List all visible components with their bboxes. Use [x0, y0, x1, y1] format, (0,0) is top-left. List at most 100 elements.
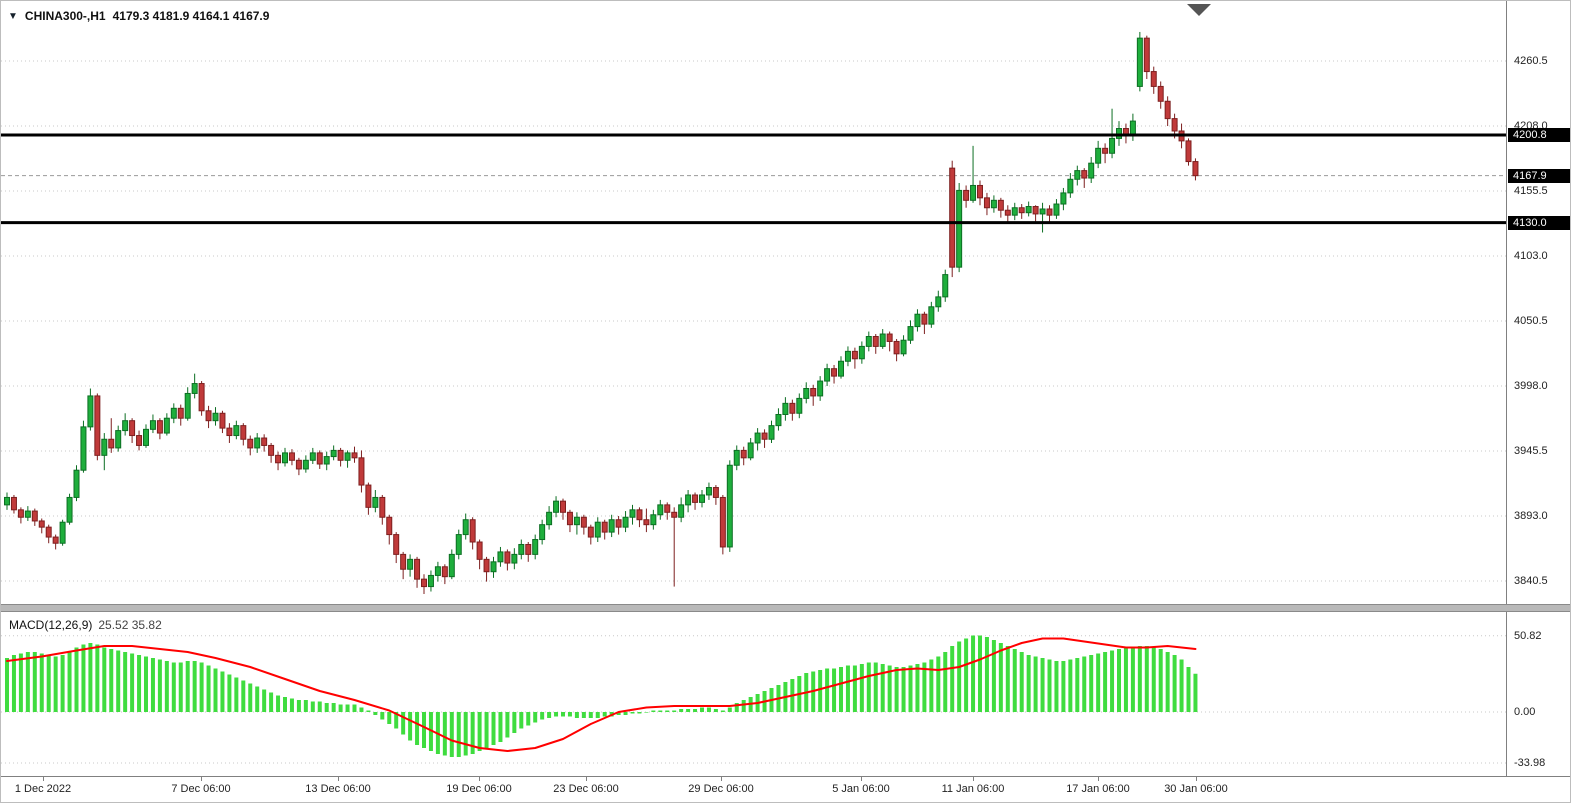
macd-histogram-bar — [957, 641, 962, 712]
candle — [615, 516, 622, 535]
macd-histogram-bar — [359, 707, 364, 712]
candle — [163, 413, 170, 436]
candle — [1150, 66, 1157, 94]
candle — [643, 508, 650, 533]
candle — [497, 546, 504, 567]
candle — [309, 447, 316, 465]
macd-histogram-bar — [1130, 647, 1135, 712]
candle — [316, 450, 323, 469]
macd-histogram-bar — [734, 703, 739, 712]
candle — [511, 548, 518, 570]
candle — [17, 507, 24, 524]
time-axis[interactable]: 1 Dec 2022 7 Dec 06:00 13 Dec 06:00 19 Dec … — [1, 776, 1570, 802]
macd-histogram-bar — [157, 659, 162, 712]
macd-histogram-bar — [554, 712, 559, 717]
candle — [942, 269, 949, 302]
macd-histogram-bar — [1137, 646, 1142, 712]
candle — [52, 534, 59, 550]
chart-shift-marker-icon[interactable] — [1187, 4, 1211, 16]
macd-histogram-bar — [519, 712, 524, 729]
candle — [226, 423, 233, 443]
candle — [1046, 205, 1053, 223]
candle — [386, 514, 393, 545]
macd-histogram-bar — [484, 712, 489, 748]
date-label: 30 Jan 06:00 — [1164, 783, 1228, 795]
candle — [1032, 205, 1039, 222]
candle — [678, 497, 685, 523]
candle — [490, 556, 497, 578]
macd-histogram-bar — [894, 667, 899, 712]
macd-histogram-bar — [331, 703, 336, 712]
macd-histogram-bar — [929, 659, 934, 712]
candle — [1088, 156, 1095, 183]
candle — [775, 408, 782, 431]
macd-histogram-bar — [547, 712, 552, 718]
candle — [198, 381, 205, 416]
macd-histogram-bar — [428, 712, 433, 751]
candle — [4, 492, 10, 510]
price-plot[interactable] — [1, 1, 1506, 604]
macd-histogram-bar — [852, 665, 857, 712]
candle — [761, 429, 768, 448]
price-axis[interactable]: 4260.5 4208.0 4155.5 4103.0 4050.5 3998.0 3945… — [1506, 1, 1570, 776]
macd-histogram-bar — [1165, 652, 1170, 712]
date-label: 19 Dec 06:00 — [446, 783, 512, 795]
candlestick-chart-area[interactable]: ▼ CHINA300-,H1 4179.3 4181.9 4164.1 4167… — [1, 1, 1506, 604]
symbol-dropdown-icon[interactable]: ▼ — [8, 10, 18, 22]
candle — [810, 384, 817, 406]
macd-histogram-bar — [1012, 649, 1017, 712]
macd-histogram-bar — [700, 707, 704, 712]
macd-plot[interactable] — [1, 612, 1506, 776]
candle — [851, 347, 858, 369]
macd-histogram-bar — [1103, 652, 1108, 712]
macd-histogram-bar — [449, 712, 454, 757]
price-axis-label: 3998.0 — [1514, 380, 1548, 393]
macd-histogram-bar — [602, 712, 607, 717]
panel-splitter[interactable] — [1, 604, 1570, 612]
candle — [1025, 201, 1032, 217]
candle — [156, 418, 163, 440]
macd-histogram-bar — [616, 712, 621, 715]
macd-histogram-bar — [289, 698, 294, 712]
candle — [657, 499, 664, 520]
macd-histogram-bar — [1151, 647, 1156, 712]
candle — [726, 460, 733, 552]
candle — [66, 493, 73, 525]
candle — [275, 451, 282, 471]
macd-histogram-bar — [102, 647, 107, 712]
macd-histogram-bar — [1082, 656, 1087, 712]
macd-histogram-bar — [171, 662, 176, 712]
candle — [101, 433, 108, 471]
macd-histogram-bar — [845, 665, 850, 712]
macd-histogram-bar — [303, 700, 308, 712]
candle — [38, 518, 45, 534]
candle — [407, 554, 414, 577]
price-axis-label: 4155.5 — [1514, 185, 1548, 198]
candle — [956, 182, 963, 273]
quote-header: ▼ CHINA300-,H1 4179.3 4181.9 4164.1 4167… — [8, 9, 269, 23]
macd-histogram-bar — [658, 710, 663, 712]
macd-histogram-bar — [720, 710, 725, 712]
macd-histogram-bar — [123, 652, 128, 712]
candle — [733, 445, 740, 471]
macd-histogram-bar — [533, 712, 538, 723]
candle — [824, 363, 831, 387]
candle — [400, 551, 407, 580]
macd-histogram-bar — [116, 650, 121, 712]
candle — [622, 511, 629, 533]
macd-histogram-bar — [839, 667, 843, 712]
candle — [587, 524, 594, 545]
time-tick — [721, 777, 722, 781]
macd-histogram-bar — [832, 668, 837, 712]
macd-histogram-bar — [255, 686, 260, 712]
candle — [1011, 202, 1018, 221]
macd-histogram-bar — [978, 635, 982, 712]
macd-panel[interactable]: MACD(12,26,9) 25.52 35.82 — [1, 612, 1506, 776]
macd-histogram-bar — [936, 656, 941, 712]
time-tick — [861, 777, 862, 781]
time-tick — [338, 777, 339, 781]
candle — [566, 509, 573, 533]
macd-histogram-bar — [984, 637, 989, 712]
macd-histogram-bar — [915, 664, 920, 712]
date-label: 1 Dec 2022 — [14, 783, 72, 795]
